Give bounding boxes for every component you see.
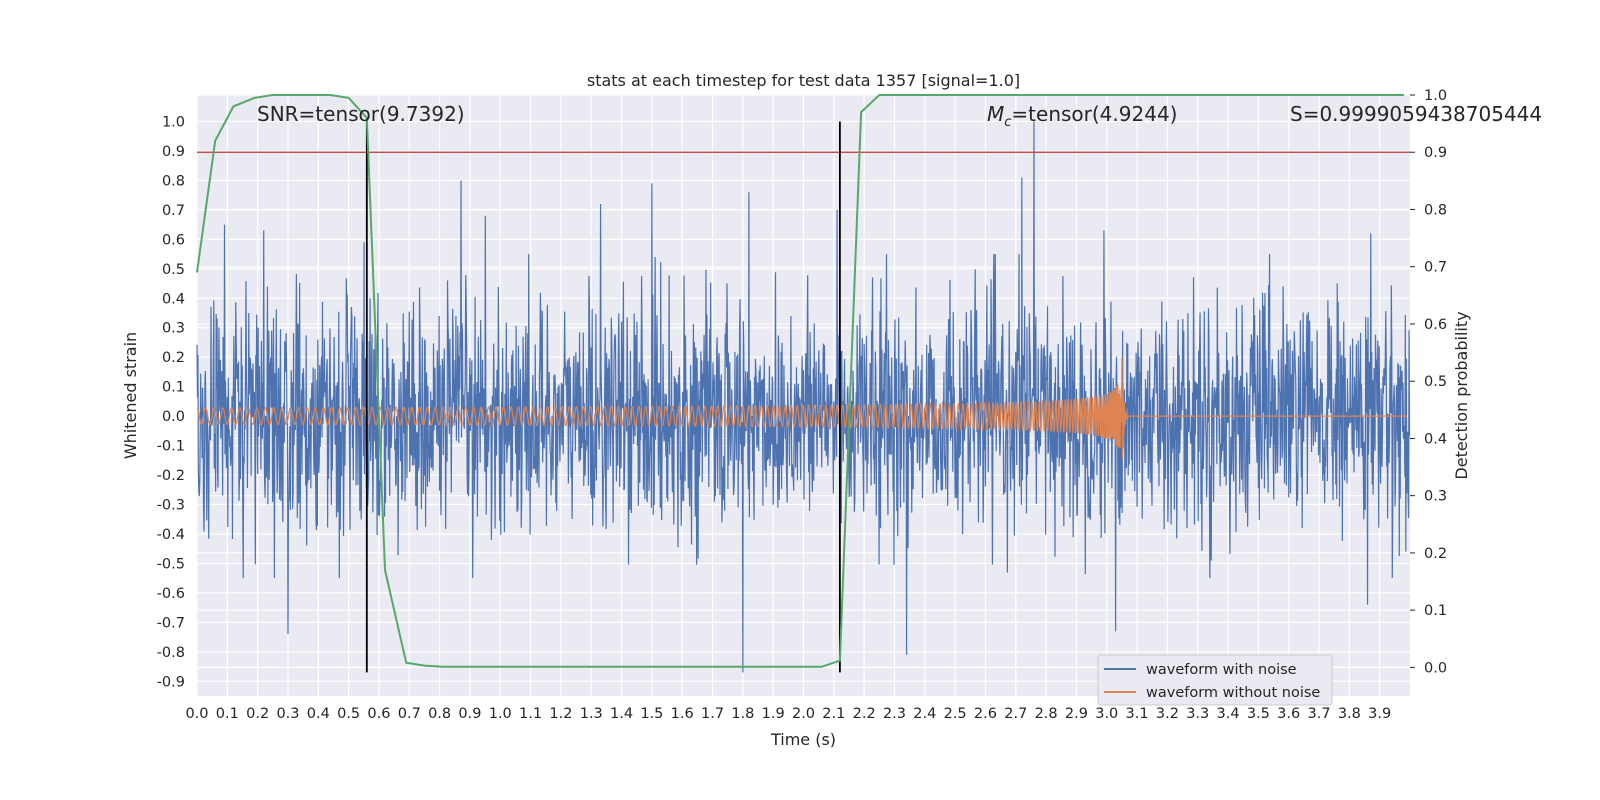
y-tick-label: 0.8 <box>162 173 185 189</box>
y-tick-label: 0.3 <box>162 321 185 337</box>
x-tick-label: 2.3 <box>883 706 906 722</box>
series-waveform-with-noise <box>196 121 1411 673</box>
y2-tick-label: 0.6 <box>1424 317 1447 333</box>
y2-tick-label: 0.5 <box>1424 374 1447 390</box>
x-tick-label: 0.2 <box>246 706 269 722</box>
y-tick-label: -0.1 <box>157 439 185 455</box>
y-tick-label: -0.8 <box>157 645 185 661</box>
x-tick-label: 0.6 <box>367 706 390 722</box>
x-tick-label: 2.8 <box>1035 706 1058 722</box>
x-tick-label: 2.5 <box>944 706 967 722</box>
x-tick-label: 0.5 <box>337 706 360 722</box>
series-detection-probability <box>196 94 1404 668</box>
series-layer <box>196 121 1411 673</box>
legend-box <box>1097 654 1333 706</box>
y-tick-label: 0.2 <box>162 350 185 366</box>
y2-tick-label: 0.9 <box>1424 145 1447 161</box>
chart-title: stats at each timestep for test data 135… <box>587 71 1020 90</box>
y-axis-label: Whitened strain <box>121 332 140 459</box>
y-tick-label: -0.6 <box>157 586 185 602</box>
y-tick-label: 0.6 <box>162 232 185 248</box>
y-tick-label: 0.1 <box>162 380 185 396</box>
x-tick-label: 0.4 <box>307 706 330 722</box>
x-tick-label: 2.1 <box>822 706 845 722</box>
x-tick-label: 1.4 <box>610 706 633 722</box>
x-tick-label: 2.7 <box>1004 706 1027 722</box>
legend-label-noisy: waveform with noise <box>1146 662 1297 678</box>
x-tick-label: 3.4 <box>1217 706 1240 722</box>
x-tick-label: 3.3 <box>1186 706 1209 722</box>
x-tick-label: 3.5 <box>1247 706 1270 722</box>
x-tick-label: 3.0 <box>1095 706 1118 722</box>
x-tick-label: 1.5 <box>640 706 663 722</box>
legend: waveform with noise waveform without noi… <box>1097 654 1333 706</box>
y2-tick-label: 0.4 <box>1424 431 1447 447</box>
chirp-mass-value: =tensor(4.9244) <box>1011 102 1177 126</box>
x-tick-label: 3.7 <box>1307 706 1330 722</box>
x-tick-label: 3.1 <box>1126 706 1149 722</box>
x-tick-label: 2.9 <box>1065 706 1088 722</box>
chirp-mass-annotation: Mc=tensor(4.9244) <box>987 102 1177 130</box>
x-tick-label: 0.1 <box>216 706 239 722</box>
x-tick-label: 3.2 <box>1156 706 1179 722</box>
y-tick-label: -0.2 <box>157 468 185 484</box>
x-tick-label: 0.0 <box>185 706 208 722</box>
series-waveform-without-noise <box>196 357 1407 459</box>
y-tick-label: -0.4 <box>157 527 185 543</box>
x-tick-label: 1.3 <box>580 706 603 722</box>
y-tick-label: 0.9 <box>162 144 185 160</box>
x-tick-label: 2.6 <box>974 706 997 722</box>
snr-annotation: SNR=tensor(9.7392) <box>257 102 465 126</box>
y2-tick-label: 0.7 <box>1424 260 1447 276</box>
legend-label-clean: waveform without noise <box>1146 685 1320 701</box>
tick-labels: 0.0 0.1 0.2 0.3 0.4 0.5 0.6 0.7 0.8 0.9 1.0 1.1 1.2 1… <box>157 88 1447 722</box>
y2-axis-label: Detection probability <box>1452 311 1471 479</box>
y2-tick-label: 0.3 <box>1424 489 1447 505</box>
y-tick-label: -0.5 <box>157 556 185 572</box>
x-tick-label: 0.9 <box>458 706 481 722</box>
y-tick-label: 0.7 <box>162 203 185 219</box>
x-tick-label: 1.2 <box>549 706 572 722</box>
y-tick-label: 0.4 <box>162 291 185 307</box>
y2-tick-label: 1.0 <box>1424 88 1447 104</box>
y2-tick-label: 0.8 <box>1424 202 1447 218</box>
x-tick-label: 1.6 <box>671 706 694 722</box>
chirp-mass-symbol: M <box>987 102 1004 126</box>
x-tick-label: 1.9 <box>762 706 785 722</box>
x-tick-label: 1.1 <box>519 706 542 722</box>
x-tick-label: 1.7 <box>701 706 724 722</box>
x-tick-label: 2.0 <box>792 706 815 722</box>
x-tick-label: 1.0 <box>489 706 512 722</box>
x-tick-label: 1.8 <box>731 706 754 722</box>
x-tick-label: 0.3 <box>276 706 299 722</box>
x-tick-label: 2.2 <box>853 706 876 722</box>
y-tick-label: -0.9 <box>157 674 185 690</box>
y2-tick-label: 0.0 <box>1424 660 1447 676</box>
x-tick-label: 0.8 <box>428 706 451 722</box>
y-tick-label: 0.0 <box>162 409 185 425</box>
x-tick-label: 3.6 <box>1277 706 1300 722</box>
y-tick-label: 0.5 <box>162 262 185 278</box>
x-tick-label: 3.8 <box>1338 706 1361 722</box>
overlay-layer <box>196 94 1410 673</box>
chirp-mass-subscript: c <box>1004 115 1011 130</box>
y-tick-label: -0.3 <box>157 498 185 514</box>
y2-tick-label: 0.2 <box>1424 546 1447 562</box>
x-axis-label: Time (s) <box>770 730 836 749</box>
score-annotation: S=0.9999059438705444 <box>1290 102 1542 126</box>
x-tick-label: 2.4 <box>913 706 936 722</box>
y-tick-label: -0.7 <box>157 615 185 631</box>
y-tick-label: 1.0 <box>162 115 185 131</box>
x-tick-label: 3.9 <box>1368 706 1391 722</box>
y2-tick-label: 0.1 <box>1424 603 1447 619</box>
x-tick-label: 0.7 <box>398 706 421 722</box>
